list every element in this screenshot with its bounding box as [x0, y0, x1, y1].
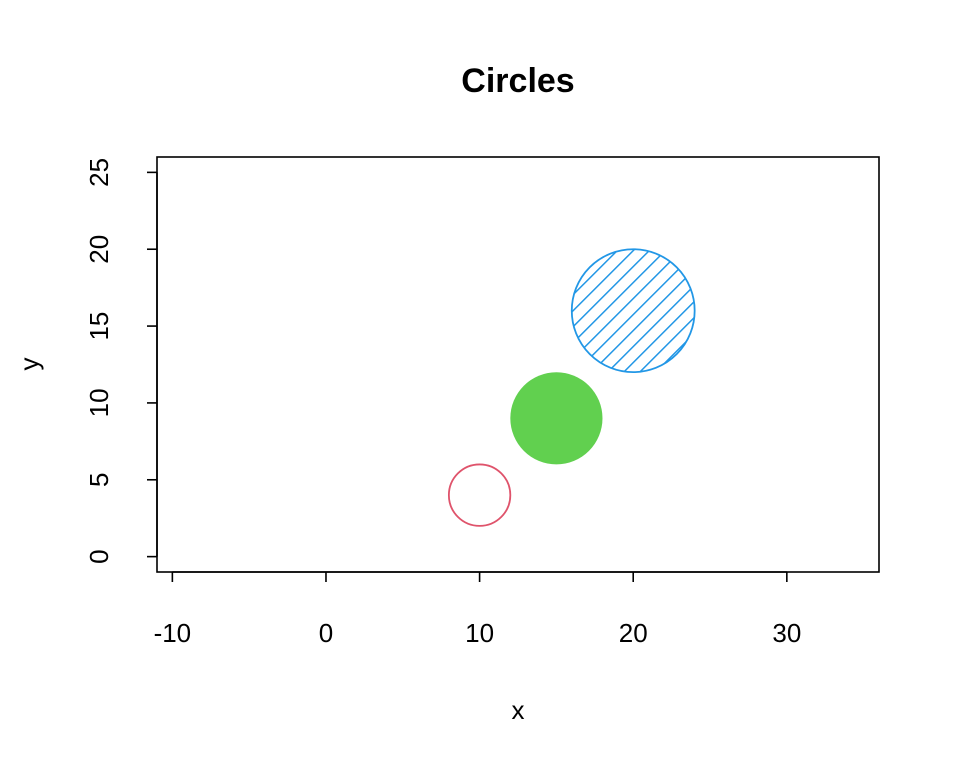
hatch-line [571, 249, 695, 373]
hatch-line [571, 249, 695, 373]
hatch-line [571, 249, 695, 373]
y-tick-label: 5 [84, 473, 114, 487]
y-axis-label: y [14, 358, 44, 371]
x-axis: -10 0 10 20 30 [154, 571, 801, 648]
filled-circle [510, 372, 603, 465]
y-tick-label: 20 [84, 235, 114, 264]
hatch-line [571, 249, 695, 373]
circles-layer [447, 248, 696, 527]
circle-mark [570, 248, 696, 374]
hatch-line [624, 249, 695, 373]
hatch-line [571, 249, 695, 373]
x-tick-label: 0 [319, 618, 333, 648]
x-tick-label: -10 [154, 618, 192, 648]
x-tick-label: 30 [772, 618, 801, 648]
hatch-line [571, 249, 666, 373]
hatch-line [571, 249, 695, 373]
circle-mark [447, 463, 512, 527]
y-tick-label: 0 [84, 549, 114, 563]
hatched-circle-outline [570, 248, 696, 374]
hatch-line [571, 249, 695, 373]
hatch-line [571, 249, 682, 373]
x-tick-label: 20 [619, 618, 648, 648]
circle-mark [510, 372, 603, 465]
outline-circle [447, 463, 512, 527]
hatch-line [608, 249, 695, 373]
hatch-line [571, 249, 695, 373]
hatch-line [571, 249, 695, 373]
chart-title: Circles [461, 62, 574, 100]
circle-hatching [571, 249, 695, 373]
hatch-line [592, 249, 695, 373]
y-axis: 0 5 10 15 20 25 [84, 158, 158, 564]
plot-frame [156, 156, 880, 573]
hatch-line [576, 249, 695, 373]
x-axis-label: x [512, 695, 525, 725]
y-tick-label: 15 [84, 312, 114, 341]
y-tick-label: 25 [84, 158, 114, 187]
x-tick-label: 10 [465, 618, 494, 648]
y-tick-label: 10 [84, 388, 114, 417]
